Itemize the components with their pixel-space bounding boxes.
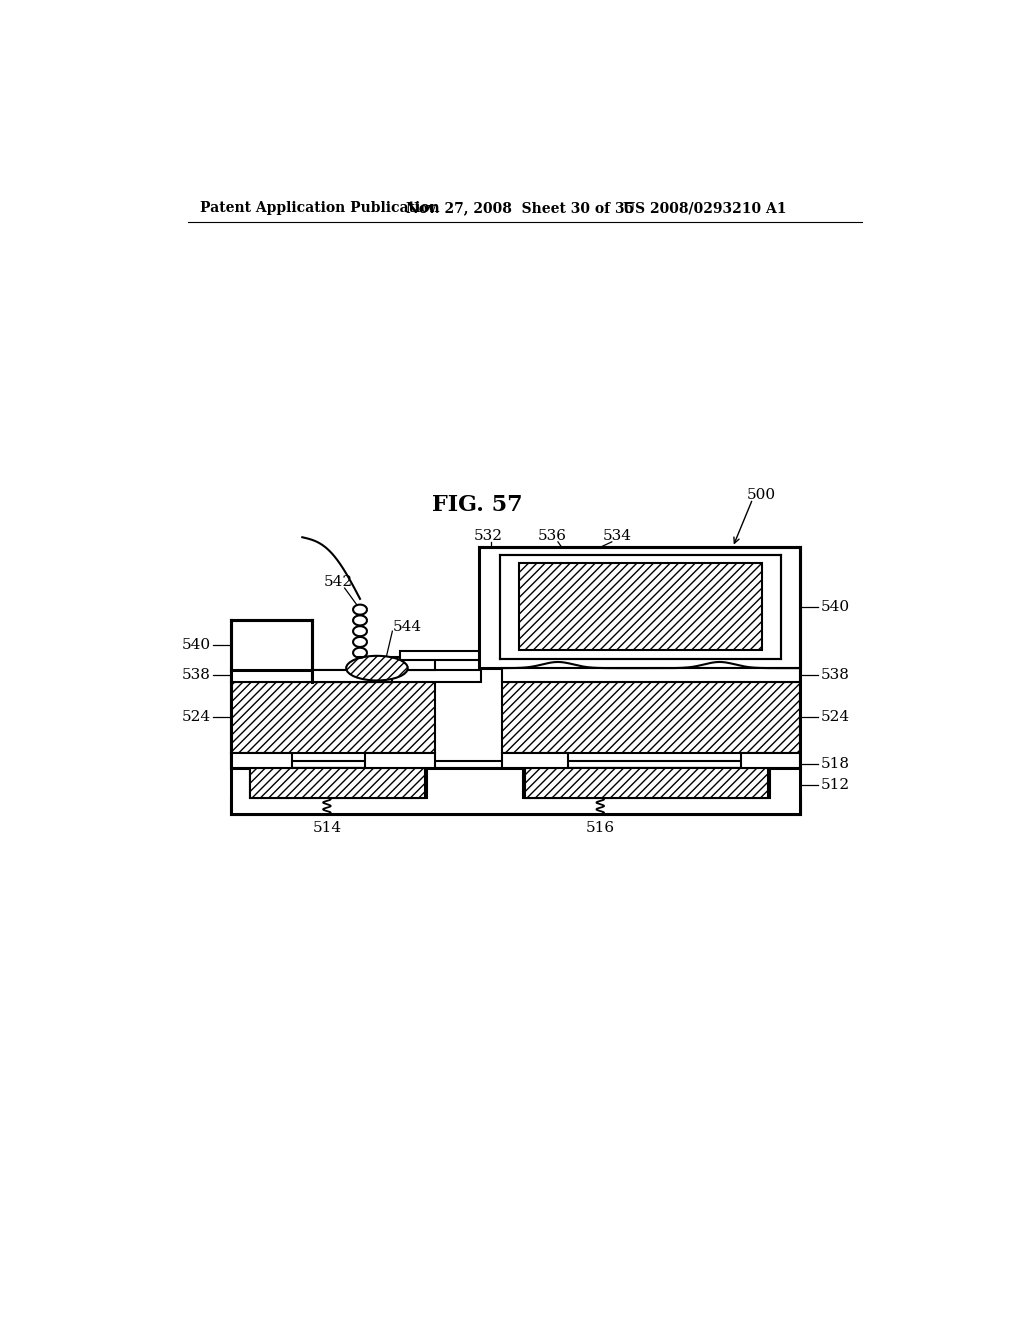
Bar (230, 797, 801, 814)
Text: 540: 540 (820, 601, 850, 614)
Bar (503, 752, 568, 768)
Bar (230, 671, 481, 682)
Text: 514: 514 (312, 821, 341, 836)
Bar (250, 768, 427, 797)
Bar (366, 752, 435, 768)
Text: 500: 500 (746, 488, 776, 502)
Text: 540: 540 (181, 638, 211, 652)
Text: 516: 516 (586, 821, 614, 836)
Bar (478, 548, 801, 668)
Text: 524: 524 (820, 710, 850, 725)
Bar (523, 768, 770, 797)
Bar (230, 752, 292, 768)
Bar (500, 554, 781, 659)
Text: 538: 538 (820, 668, 849, 682)
Text: 534: 534 (603, 529, 632, 543)
Text: 512: 512 (820, 779, 850, 792)
Text: Nov. 27, 2008  Sheet 30 of 35: Nov. 27, 2008 Sheet 30 of 35 (407, 202, 635, 215)
Bar (741, 752, 801, 768)
Bar (400, 651, 478, 660)
Ellipse shape (346, 656, 408, 681)
Text: Patent Application Publication: Patent Application Publication (200, 202, 439, 215)
Bar (311, 671, 392, 682)
Text: US 2008/0293210 A1: US 2008/0293210 A1 (624, 202, 786, 215)
Bar (357, 657, 435, 671)
Bar (503, 668, 801, 682)
Text: 518: 518 (820, 756, 850, 771)
Bar (230, 682, 435, 752)
Text: 524: 524 (181, 710, 211, 725)
Text: FIG. 57: FIG. 57 (432, 494, 522, 516)
Bar (503, 682, 801, 752)
Bar (230, 620, 311, 671)
Text: 544: 544 (392, 619, 422, 634)
Text: 542: 542 (324, 576, 353, 589)
Text: 532: 532 (474, 529, 503, 543)
Bar (524, 768, 768, 797)
Bar (230, 768, 801, 814)
Bar (519, 562, 762, 649)
Text: 538: 538 (182, 668, 211, 682)
Text: 536: 536 (538, 529, 567, 543)
Bar (250, 768, 425, 797)
